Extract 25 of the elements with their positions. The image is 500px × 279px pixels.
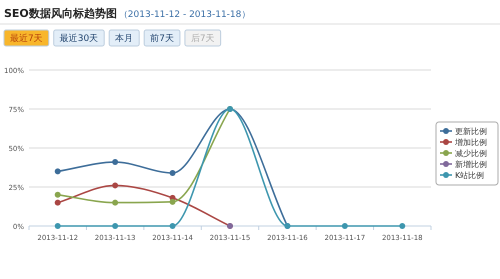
point <box>112 200 118 206</box>
text: 最近7天 <box>10 33 43 44</box>
text: 最近30天 <box>60 33 98 44</box>
point <box>54 200 61 206</box>
chart-subtitle: （2013-11-12 - 2013-11-18） <box>118 10 250 20</box>
point <box>112 223 118 229</box>
point <box>54 192 61 198</box>
point <box>112 182 118 188</box>
text: 前7天 <box>150 33 174 44</box>
chart-title: SEO数据风向标趋势图 <box>4 7 117 20</box>
legend-label: K站比例 <box>455 171 484 180</box>
point <box>342 223 348 229</box>
legend-label: 增加比例 <box>454 138 487 147</box>
point <box>170 170 176 176</box>
point <box>170 223 176 229</box>
point <box>54 168 61 174</box>
legend-label: 更新比例 <box>455 127 487 136</box>
legend-label: 减少比例 <box>455 149 487 158</box>
text: 后7天 <box>190 33 215 44</box>
point <box>54 223 61 229</box>
text: 本月 <box>115 33 134 44</box>
point <box>399 223 406 229</box>
legend-label: 新增比例 <box>455 160 487 169</box>
point <box>112 159 118 166</box>
point <box>170 198 176 205</box>
